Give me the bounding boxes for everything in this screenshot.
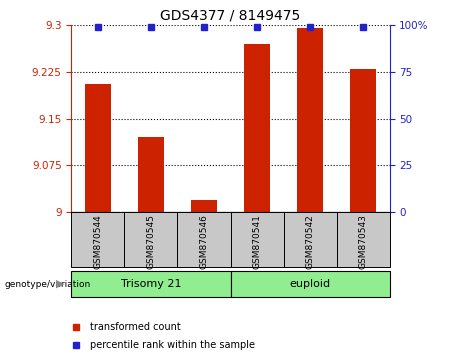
Bar (244, 44, 270, 212)
Bar (138, 137, 164, 212)
Text: GSM870544: GSM870544 (94, 214, 102, 269)
Text: GSM870543: GSM870543 (359, 214, 367, 269)
Bar (230, 212, 284, 267)
Bar (297, 28, 323, 212)
Text: ▶: ▶ (56, 279, 64, 289)
Text: GSM870541: GSM870541 (253, 214, 261, 269)
Bar (230, 271, 390, 297)
Bar (124, 212, 177, 267)
Text: percentile rank within the sample: percentile rank within the sample (90, 340, 255, 350)
Bar (191, 200, 217, 212)
Bar (85, 84, 111, 212)
Bar (71, 271, 230, 297)
Bar (337, 212, 390, 267)
Text: Trisomy 21: Trisomy 21 (121, 279, 181, 289)
Text: genotype/variation: genotype/variation (5, 280, 91, 289)
Text: GSM870546: GSM870546 (200, 214, 208, 269)
Bar (71, 212, 124, 267)
Text: GSM870545: GSM870545 (147, 214, 155, 269)
Text: euploid: euploid (290, 279, 331, 289)
Text: GSM870542: GSM870542 (306, 214, 314, 269)
Text: transformed count: transformed count (90, 322, 181, 332)
Bar (284, 212, 337, 267)
Bar (177, 212, 230, 267)
Title: GDS4377 / 8149475: GDS4377 / 8149475 (160, 8, 301, 22)
Bar (350, 69, 376, 212)
